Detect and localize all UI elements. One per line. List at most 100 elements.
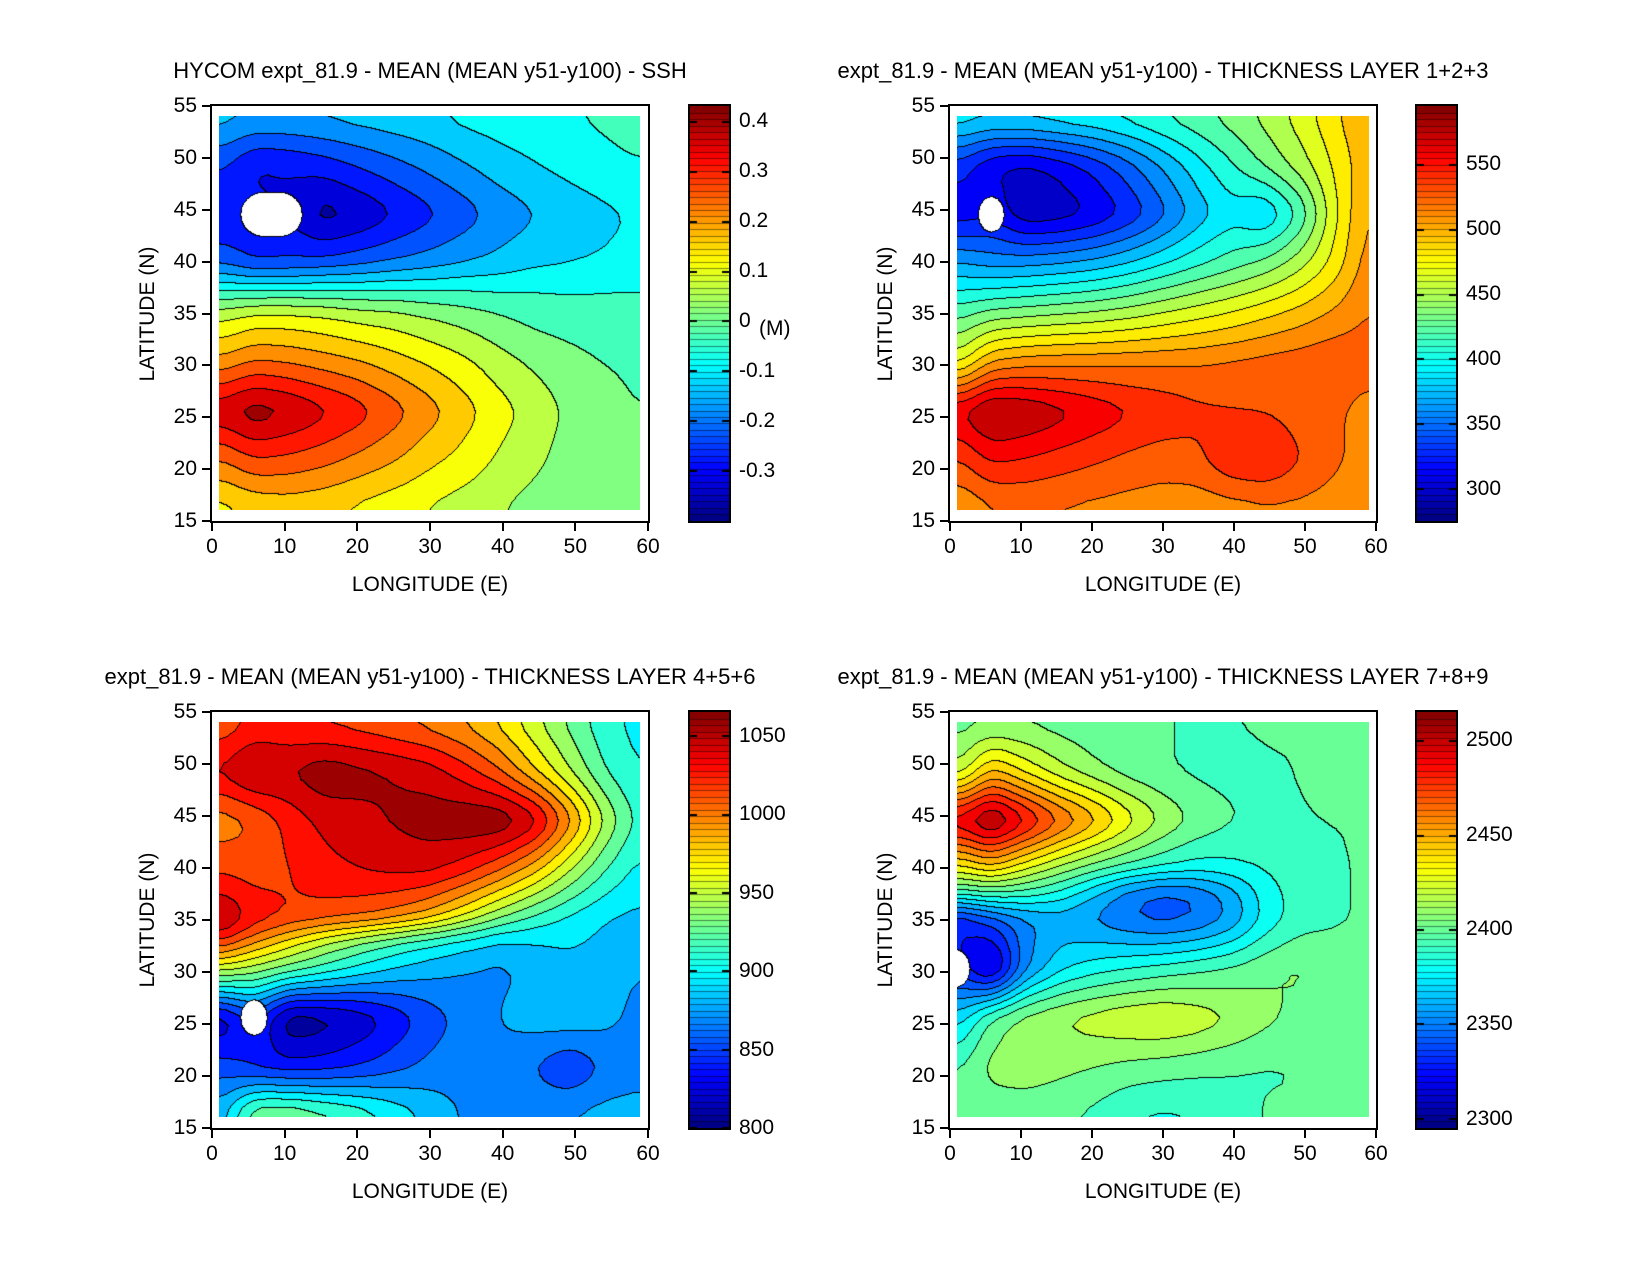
y-tick-mark (940, 468, 948, 471)
y-tick-label: 35 (911, 301, 935, 325)
colorbar-tick-label: 0 (739, 309, 751, 332)
y-tick-mark (940, 867, 948, 869)
x-axis-label: LONGITUDE (E) (351, 573, 509, 596)
y-tick-label: 45 (911, 804, 935, 827)
x-tick-label: 20 (1080, 1142, 1104, 1165)
colorbar-tick-label: 1000 (739, 802, 786, 826)
y-tick-mark (202, 867, 210, 869)
x-axis-label: LONGITUDE (E) (1084, 1180, 1242, 1203)
x-tick-mark (1304, 523, 1306, 531)
plot-title: expt_81.9 - MEAN (MEAN y51-y100) - THICK… (837, 664, 1489, 689)
y-tick-mark (202, 815, 210, 817)
y-tick-mark (940, 1127, 948, 1129)
colorbar-tick-label: 500 (1466, 217, 1502, 241)
x-tick-label: 0 (944, 535, 956, 558)
y-tick-mark (202, 260, 210, 263)
colorbar-canvas (690, 106, 729, 521)
colorbar-tick-label: 0.1 (739, 259, 769, 282)
y-tick-mark (940, 260, 948, 263)
y-tick-mark (202, 1127, 210, 1129)
axes-box (948, 710, 1378, 1130)
y-tick-label: 20 (911, 1064, 935, 1087)
y-tick-mark (940, 1023, 948, 1025)
x-tick-mark (283, 1130, 286, 1138)
y-tick-label: 55 (173, 94, 197, 117)
x-tick-label: 10 (1009, 1142, 1033, 1165)
y-tick-label: 55 (173, 700, 197, 723)
y-tick-mark (940, 919, 948, 921)
colorbar-tick-label: 950 (739, 880, 775, 904)
x-tick-label: 60 (636, 1142, 660, 1165)
contour-field-canvas (219, 116, 640, 510)
y-tick-label: 45 (911, 197, 935, 221)
colorbar-tick-label: 2350 (1466, 1012, 1513, 1035)
y-axis-label: LATITUDE (N) (136, 246, 159, 381)
colorbar-tick-label: 2500 (1466, 728, 1513, 752)
y-tick-mark (202, 105, 210, 107)
y-tick-mark (202, 468, 210, 471)
y-tick-mark (202, 312, 210, 315)
colorbar-tick-label: 400 (1466, 346, 1502, 370)
x-tick-label: 30 (418, 535, 442, 558)
contour-field-canvas (957, 722, 1369, 1117)
colorbar-tick-label: -0.1 (739, 359, 776, 382)
x-tick-mark (211, 1130, 213, 1138)
y-tick-mark (202, 208, 210, 211)
y-tick-label: 25 (173, 1012, 197, 1035)
y-tick-mark (940, 711, 948, 713)
x-axis-label: LONGITUDE (E) (351, 1180, 509, 1203)
y-tick-label: 40 (173, 856, 197, 879)
y-tick-label: 50 (911, 752, 935, 775)
axes-box (210, 104, 650, 523)
colorbar-tick-label: 2400 (1466, 917, 1513, 941)
x-tick-mark (1304, 1130, 1306, 1138)
y-tick-label: 15 (911, 1116, 935, 1139)
x-tick-label: 10 (1009, 535, 1033, 558)
y-tick-mark (202, 1023, 210, 1025)
y-tick-label: 15 (911, 509, 935, 532)
x-tick-mark (1162, 1130, 1164, 1138)
x-tick-label: 30 (1151, 1142, 1175, 1165)
y-tick-mark (940, 156, 948, 159)
y-tick-label: 30 (173, 353, 197, 377)
y-tick-label: 35 (173, 908, 197, 931)
x-tick-mark (283, 523, 286, 531)
x-tick-mark (429, 1130, 431, 1138)
colorbar (1415, 710, 1458, 1130)
y-tick-mark (940, 1075, 948, 1077)
y-tick-mark (940, 105, 948, 107)
colorbar-tick-label: 2300 (1466, 1106, 1513, 1130)
y-axis-label: LATITUDE (N) (136, 852, 159, 988)
y-tick-label: 40 (911, 856, 935, 879)
x-tick-mark (574, 523, 577, 531)
y-tick-label: 30 (911, 960, 935, 983)
y-tick-mark (202, 763, 210, 765)
x-tick-label: 30 (418, 1142, 442, 1165)
colorbar-tick-label: 300 (1466, 476, 1502, 500)
y-tick-label: 50 (173, 145, 197, 169)
x-tick-label: 0 (206, 535, 218, 558)
y-tick-label: 20 (911, 457, 935, 481)
y-tick-label: 35 (173, 301, 197, 325)
x-tick-label: 0 (206, 1142, 218, 1165)
y-tick-label: 30 (911, 353, 935, 377)
colorbar-tick-label: 2450 (1466, 822, 1513, 846)
colorbar-canvas (690, 712, 729, 1128)
y-tick-mark (940, 208, 948, 211)
x-tick-mark (1233, 1130, 1235, 1138)
y-tick-mark (202, 1075, 210, 1077)
contour-field-canvas (219, 722, 640, 1117)
x-tick-mark (1375, 1130, 1377, 1138)
y-tick-mark (940, 971, 948, 973)
y-tick-mark (202, 919, 210, 921)
colorbar (688, 104, 731, 523)
plot-title: expt_81.9 - MEAN (MEAN y51-y100) - THICK… (837, 58, 1489, 83)
y-tick-mark (202, 971, 210, 973)
x-tick-label: 40 (1222, 535, 1246, 558)
x-tick-label: 60 (636, 535, 660, 558)
y-tick-label: 15 (173, 509, 197, 532)
contour-field-canvas (957, 116, 1369, 510)
y-tick-label: 45 (173, 197, 197, 221)
y-tick-label: 35 (911, 908, 935, 931)
colorbar-tick-label: 0.2 (739, 209, 769, 232)
